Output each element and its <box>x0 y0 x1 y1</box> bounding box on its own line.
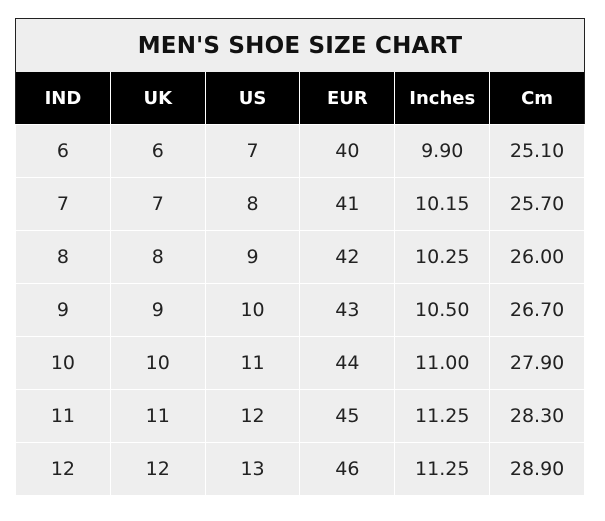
table-row: 8 8 9 42 10.25 26.00 <box>15 230 585 284</box>
table-cell: 8 <box>15 230 111 284</box>
table-row: 11 11 12 45 11.25 28.30 <box>15 389 585 443</box>
table-cell: 12 <box>109 442 206 496</box>
column-header: Cm <box>489 72 585 125</box>
table-cell: 25.70 <box>489 177 585 231</box>
size-chart-table: MEN'S SHOE SIZE CHART IND UK US EUR Inches Cm… <box>15 18 585 496</box>
column-header: UK <box>109 72 206 125</box>
table-row: 9 9 10 43 10.50 26.70 <box>15 283 585 337</box>
table-row: 7 7 8 41 10.15 25.70 <box>15 177 585 231</box>
table-cell: 11 <box>204 336 301 390</box>
column-header: EUR <box>299 72 395 125</box>
table-row: 10 10 11 44 11.00 27.90 <box>15 336 585 390</box>
table-cell: 12 <box>204 389 301 443</box>
table-cell: 9 <box>109 283 206 337</box>
table-cell: 28.90 <box>489 442 585 496</box>
table-cell: 42 <box>299 230 396 284</box>
column-header: IND <box>15 72 111 125</box>
table-cell: 26.00 <box>489 230 585 284</box>
table-cell: 46 <box>299 442 396 496</box>
table-cell: 10.50 <box>394 283 491 337</box>
table-cell: 43 <box>299 283 396 337</box>
table-cell: 7 <box>15 177 111 231</box>
table-cell: 8 <box>204 177 301 231</box>
table-cell: 11 <box>109 389 206 443</box>
table-cell: 40 <box>299 124 396 178</box>
table-cell: 11.25 <box>394 442 491 496</box>
table-cell: 10 <box>15 336 111 390</box>
table-cell: 13 <box>204 442 301 496</box>
table-cell: 8 <box>109 230 206 284</box>
table-row: 12 12 13 46 11.25 28.90 <box>15 442 585 496</box>
table-cell: 9 <box>15 283 111 337</box>
table-cell: 9.90 <box>394 124 491 178</box>
table-cell: 10 <box>204 283 301 337</box>
table-cell: 6 <box>15 124 111 178</box>
table-cell: 9 <box>204 230 301 284</box>
column-header: US <box>204 72 300 125</box>
table-cell: 27.90 <box>489 336 585 390</box>
table-cell: 7 <box>109 177 206 231</box>
table-cell: 44 <box>299 336 396 390</box>
table-cell: 41 <box>299 177 396 231</box>
table-cell: 45 <box>299 389 396 443</box>
table-cell: 10 <box>109 336 206 390</box>
table-cell: 7 <box>204 124 301 178</box>
table-cell: 10.15 <box>394 177 491 231</box>
table-title: MEN'S SHOE SIZE CHART <box>137 32 463 59</box>
table-body: 6 6 7 40 9.90 25.10 7 7 8 41 10.15 25.70 8 8 9 42 10.25 2… <box>15 124 585 496</box>
table-cell: 26.70 <box>489 283 585 337</box>
table-cell: 11.00 <box>394 336 491 390</box>
column-header: Inches <box>394 72 490 125</box>
table-row: 6 6 7 40 9.90 25.10 <box>15 124 585 178</box>
header-row: IND UK US EUR Inches Cm <box>15 72 585 125</box>
table-cell: 12 <box>15 442 111 496</box>
table-cell: 11.25 <box>394 389 491 443</box>
table-cell: 25.10 <box>489 124 585 178</box>
table-cell: 10.25 <box>394 230 491 284</box>
table-cell: 6 <box>109 124 206 178</box>
table-cell: 11 <box>15 389 111 443</box>
table-cell: 28.30 <box>489 389 585 443</box>
